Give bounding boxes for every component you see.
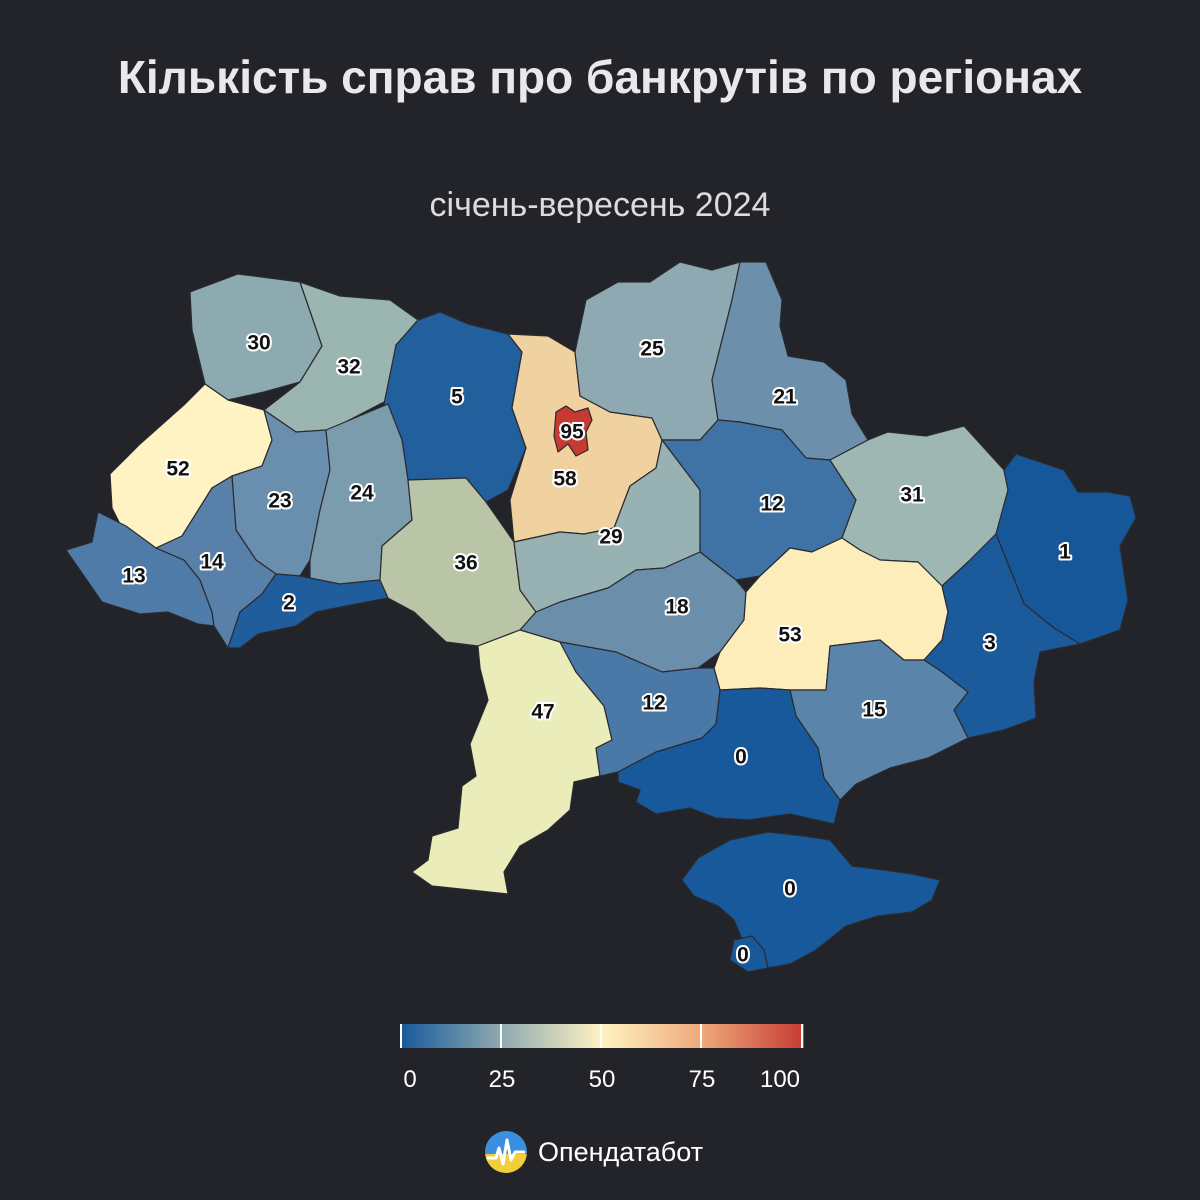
- legend-tick: [700, 1024, 702, 1048]
- region-value-chernihiv: 25: [640, 338, 664, 361]
- region-value-zakarpattia: 13: [122, 565, 145, 588]
- legend-label-25: 25: [488, 1066, 516, 1093]
- region-value-sumy: 21: [773, 386, 797, 409]
- map-subtitle: січень-вересень 2024: [429, 186, 771, 224]
- region-value-chernivtsi: 2: [283, 592, 295, 615]
- region-value-vinnytsia: 36: [454, 552, 477, 575]
- region-kyiv-city[interactable]: [553, 405, 593, 457]
- region-kherson[interactable]: [617, 687, 841, 825]
- region-value-lviv: 52: [166, 458, 189, 481]
- region-value-mykolaiv: 12: [642, 692, 665, 715]
- region-value-kyiv-oblast: 58: [553, 468, 577, 491]
- map-title: Кількість справ про банкрутів по регіона…: [117, 51, 1083, 103]
- region-value-poltava: 12: [760, 493, 783, 516]
- region-value-cherkasy: 29: [599, 526, 622, 549]
- legend-label-75: 75: [688, 1066, 716, 1093]
- region-value-kharkiv: 31: [900, 484, 924, 507]
- region-value-khmelnytskyi: 24: [350, 482, 374, 505]
- region-value-rivne: 32: [337, 356, 360, 379]
- brand: Опендатабот: [484, 1130, 703, 1174]
- region-chernivtsi[interactable]: [227, 573, 389, 649]
- legend-label-100: 100: [759, 1066, 801, 1093]
- region-value-ivano-frankivsk: 14: [200, 551, 224, 574]
- region-donetsk[interactable]: [923, 533, 1081, 739]
- brand-name: Опендатабот: [538, 1136, 704, 1167]
- region-value-dnipropetrovsk: 53: [778, 624, 801, 647]
- color-legend: 0 25 50 75 100: [400, 1024, 804, 1093]
- region-crimea[interactable]: [681, 831, 941, 969]
- region-value-sevastopol: 0: [737, 944, 749, 967]
- legend-tick: [500, 1024, 502, 1048]
- region-value-kherson: 0: [735, 746, 747, 769]
- opendatabot-logo-icon: [485, 1131, 527, 1173]
- region-value-crimea: 0: [784, 878, 796, 901]
- region-value-kirovohrad: 18: [665, 596, 689, 619]
- legend-label-0: 0: [403, 1066, 417, 1093]
- legend-tick: [400, 1024, 402, 1048]
- region-value-kyiv-city: 95: [560, 421, 584, 444]
- region-value-volyn: 30: [247, 332, 270, 355]
- region-volyn[interactable]: [189, 273, 323, 401]
- region-value-zhytomyr: 5: [451, 386, 463, 409]
- region-value-luhansk: 1: [1059, 541, 1071, 564]
- legend-tick: [801, 1024, 803, 1048]
- legend-label-50: 50: [588, 1066, 616, 1093]
- region-value-donetsk: 3: [984, 632, 996, 655]
- legend-gradient-bar: [400, 1024, 804, 1048]
- region-value-zaporizhzhia: 15: [862, 699, 886, 722]
- region-sevastopol[interactable]: [729, 935, 769, 973]
- region-rivne[interactable]: [263, 281, 419, 433]
- region-value-ternopil: 23: [268, 490, 291, 513]
- region-value-odesa: 47: [531, 701, 554, 724]
- legend-tick: [600, 1024, 602, 1048]
